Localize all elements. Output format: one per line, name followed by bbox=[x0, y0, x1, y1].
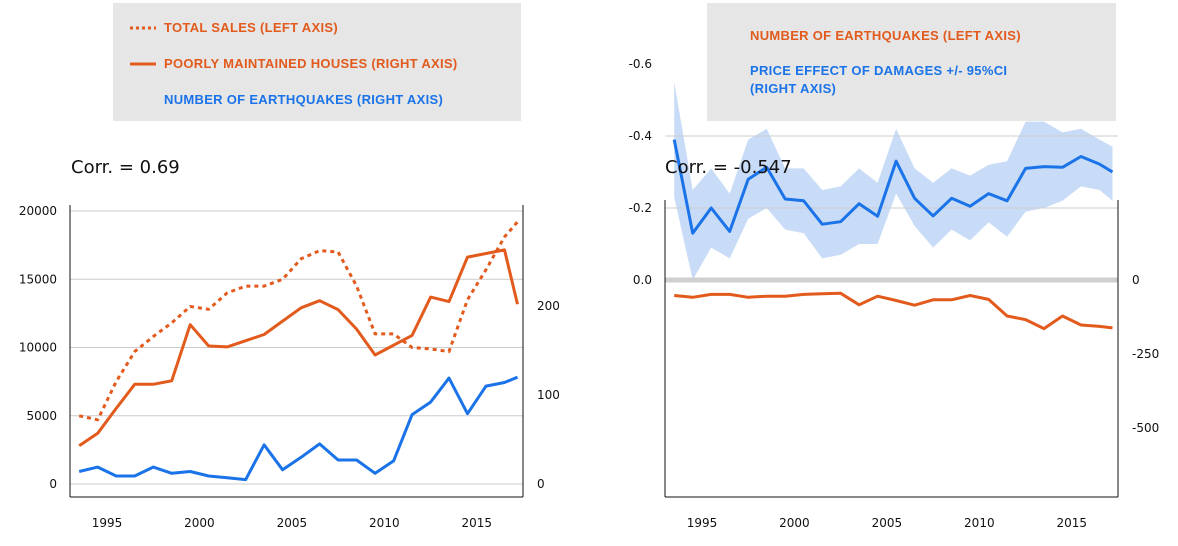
y-tick-label: -0.2 bbox=[629, 201, 652, 215]
x-tick-label: 1995 bbox=[92, 516, 123, 530]
legend-label-earthquakes-left-axis: NUMBER OF EARTHQUAKES (LEFT AXIS) bbox=[750, 28, 1021, 43]
y2-tick-label: 100 bbox=[537, 388, 560, 402]
y2-tick-label: -500 bbox=[1132, 421, 1159, 435]
y-tick-label: 10000 bbox=[19, 341, 57, 355]
left-correlation-title: Corr. = 0.69 bbox=[71, 157, 180, 178]
legend-label-total-sales: TOTAL SALES (LEFT AXIS) bbox=[164, 20, 338, 35]
right-chart: 0.0 -0.2 -0.4 -0.6 0 -250 -500 1995 2000 2005 2010… bbox=[629, 57, 1160, 530]
x-tick-label: 2000 bbox=[779, 516, 810, 530]
legend-label-price-effect: PRICE EFFECT OF DAMAGES +/- 95%CI bbox=[750, 63, 1008, 78]
series-number-of-earthquakes bbox=[674, 291, 1113, 331]
series-total-sales bbox=[78, 220, 519, 422]
x-tick-label: 2010 bbox=[369, 516, 400, 530]
left-legend bbox=[113, 3, 521, 121]
right-legend bbox=[707, 3, 1116, 121]
series-price-effect-of-damages bbox=[672, 139, 1114, 235]
y-tick-label: 15000 bbox=[19, 272, 57, 286]
x-tick-label: 1995 bbox=[687, 516, 718, 530]
y2-tick-label: 0 bbox=[1132, 273, 1140, 287]
y-tick-label: 20000 bbox=[19, 204, 57, 218]
right-correlation-title: Corr. = -0.547 bbox=[665, 157, 792, 178]
y2-tick-label: 0 bbox=[537, 477, 545, 491]
x-tick-label: 2000 bbox=[184, 516, 215, 530]
x-tick-label: 2015 bbox=[462, 516, 493, 530]
x-tick-label: 2005 bbox=[277, 516, 308, 530]
y-tick-label: 0.0 bbox=[633, 273, 652, 287]
y-tick-label: 0 bbox=[49, 477, 57, 491]
legend-label-poorly-maintained: POORLY MAINTAINED HOUSES (RIGHT AXIS) bbox=[164, 56, 458, 71]
series-poorly-maintained-houses bbox=[78, 248, 519, 447]
x-tick-label: 2005 bbox=[872, 516, 903, 530]
legend-label-price-effect-axis: (RIGHT AXIS) bbox=[750, 81, 837, 96]
left-chart: 20000 15000 10000 5000 0 200 100 0 1995 2000 2005 2… bbox=[19, 204, 560, 530]
y-tick-label: -0.6 bbox=[629, 57, 652, 71]
y-tick-label: -0.4 bbox=[629, 129, 652, 143]
legend-label-earthquakes: NUMBER OF EARTHQUAKES (RIGHT AXIS) bbox=[164, 92, 444, 107]
x-tick-label: 2010 bbox=[964, 516, 995, 530]
y-tick-label: 5000 bbox=[26, 409, 57, 423]
y2-tick-label: 200 bbox=[537, 299, 560, 313]
series-number-of-earthquakes bbox=[78, 375, 519, 482]
price-effect-ci-band bbox=[674, 82, 1113, 280]
y2-tick-label: -250 bbox=[1132, 347, 1159, 361]
x-tick-label: 2015 bbox=[1057, 516, 1088, 530]
